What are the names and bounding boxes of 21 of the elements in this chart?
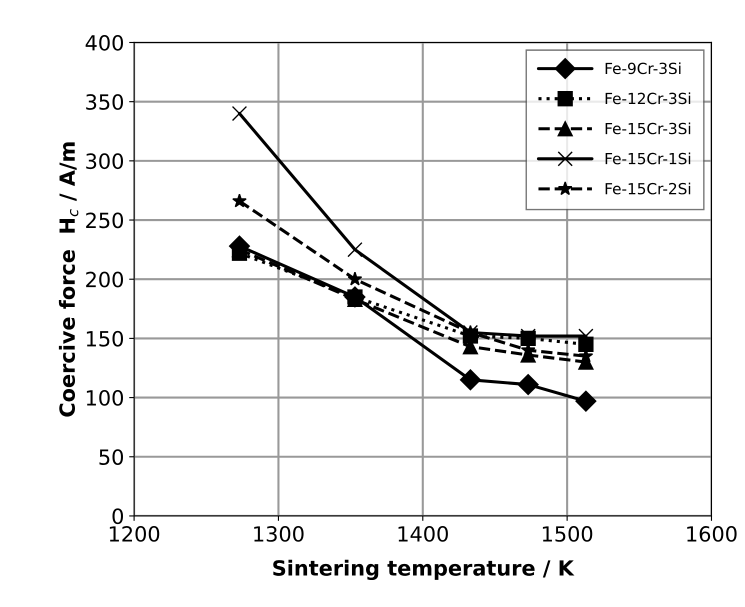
y-tick-label: 400 <box>86 34 123 51</box>
y-tick-label: 250 <box>86 212 123 228</box>
y-tick-label: 300 <box>86 153 123 170</box>
legend-label: Fe-12Cr-3Si <box>606 92 690 104</box>
x-tick-label: 1300 <box>254 526 304 542</box>
y-tick-label: 0 <box>112 508 123 524</box>
legend-label: Fe-15Cr-2Si <box>606 182 690 194</box>
y-tick-label: 100 <box>86 390 123 406</box>
y-tick-label: 350 <box>86 94 123 110</box>
legend-label: Fe-15Cr-3Si <box>606 122 690 134</box>
x-tick-label: 1600 <box>687 526 737 542</box>
x-tick-label: 1500 <box>542 526 592 542</box>
y-tick-label: 200 <box>86 272 123 288</box>
y-axis-title: Coercive force H$_{c}$ / A/m <box>58 142 78 417</box>
legend-label: Fe-15Cr-1Si <box>606 152 690 164</box>
y-tick-label: 50 <box>99 449 123 465</box>
x-tick-label: 1400 <box>398 526 448 542</box>
legend-label: Fe-9Cr-3Si <box>606 62 680 74</box>
y-tick-label: 150 <box>86 330 123 347</box>
x-axis-title: Sintering temperature / K <box>273 560 574 580</box>
x-tick-label: 1200 <box>110 526 160 542</box>
